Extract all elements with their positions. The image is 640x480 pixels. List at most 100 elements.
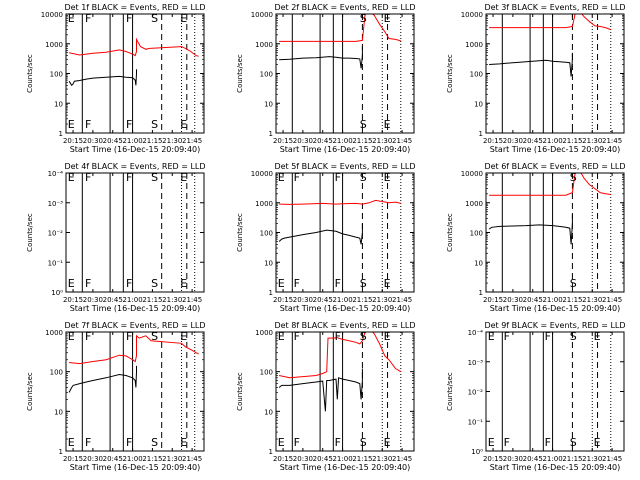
x-tick-label: 21:15 [142, 296, 162, 304]
y-axis-label: Counts/sec [236, 54, 244, 93]
top-marker-letter: F [335, 171, 341, 184]
top-marker-letter: F [85, 330, 91, 343]
y-tick-label: 1 [59, 448, 63, 456]
y-tick-label: 10⁻³ [468, 359, 484, 367]
x-tick-label: 20:15 [63, 455, 83, 463]
y-tick-label: 10000 [461, 11, 483, 19]
panel-title: Det 6f BLACK = Events, RED = LLD [484, 162, 625, 171]
y-tick-label: 100 [260, 230, 273, 238]
y-tick-label: 100 [470, 71, 483, 79]
y-axis-label: Counts/sec [26, 213, 34, 252]
events-series-line [488, 214, 573, 245]
x-tick-label: 21:00 [542, 296, 562, 304]
bottom-marker-letter: F [85, 118, 91, 131]
top-marker-letter: E [68, 330, 75, 343]
top-marker-letter: E [68, 12, 75, 25]
x-tick-label: 20:30 [503, 137, 523, 145]
x-tick-label: 21:00 [542, 137, 562, 145]
plot-area [279, 14, 402, 133]
y-tick-label: 100 [50, 369, 63, 377]
top-marker-letter: S [151, 330, 158, 343]
x-tick-label: 20:45 [523, 296, 543, 304]
y-tick-label: 10000 [461, 170, 483, 178]
bottom-marker-letter: E [278, 436, 285, 449]
x-tick-label: 20:30 [293, 137, 313, 145]
x-tick-label: 20:30 [293, 296, 313, 304]
y-tick-label: 1000 [465, 200, 483, 208]
y-tick-label: 10⁻¹ [468, 418, 484, 426]
x-tick-label: 20:15 [273, 137, 293, 145]
x-tick-label: 21:45 [602, 455, 622, 463]
x-tick-label: 20:30 [503, 296, 523, 304]
y-tick-label: 1 [59, 130, 63, 138]
x-tick-label: 21:30 [162, 296, 182, 304]
x-tick-label: 20:45 [103, 455, 123, 463]
plot-frame [65, 172, 205, 293]
top-marker-letter: S [570, 171, 577, 184]
y-axis-label: Counts/sec [26, 372, 34, 411]
plot-area [501, 332, 612, 451]
events-series-line [68, 365, 137, 393]
x-tick-label: 20:30 [503, 455, 523, 463]
bottom-marker-letter: E [384, 277, 391, 290]
y-tick-label: 10⁻² [468, 389, 484, 397]
y-tick-label: 10 [474, 259, 483, 267]
top-marker-letter: E [180, 330, 187, 343]
x-tick-label: 21:45 [392, 296, 412, 304]
bottom-marker-letter: F [335, 436, 341, 449]
bottom-marker-letter: F [294, 277, 300, 290]
top-marker-letter: E [180, 12, 187, 25]
x-tick-label: 20:15 [483, 455, 503, 463]
bottom-marker-letter: S [151, 436, 158, 449]
top-marker-letter: S [360, 330, 367, 343]
x-tick-label: 21:45 [602, 296, 622, 304]
x-tick-label: 21:30 [582, 455, 602, 463]
y-tick-label: 10 [264, 259, 273, 267]
events-series-line [279, 46, 363, 69]
bottom-marker-letter: E [68, 118, 75, 131]
y-tick-label: 1 [479, 289, 483, 297]
x-tick-label: 21:15 [562, 296, 582, 304]
top-marker-letter: F [85, 171, 91, 184]
x-tick-label: 21:15 [142, 455, 162, 463]
bottom-marker-letter: S [360, 436, 367, 449]
x-tick-label: 21:45 [602, 137, 622, 145]
bottom-marker-letter: S [570, 436, 577, 449]
x-axis-label: Start Time (16-Dec-15 20:09:40) [280, 145, 411, 154]
y-tick-label: 10⁻² [48, 230, 64, 238]
y-tick-label: 1 [269, 448, 273, 456]
top-marker-letter: S [151, 171, 158, 184]
top-marker-letter: E [180, 171, 187, 184]
y-tick-label: 1000 [255, 200, 273, 208]
y-tick-label: 10⁰ [471, 448, 483, 456]
top-marker-letter: E [384, 171, 391, 184]
bottom-marker-letter: E [384, 436, 391, 449]
bottom-marker-letter: F [335, 277, 341, 290]
bottom-marker-letter: F [126, 436, 132, 449]
x-tick-label: 21:45 [392, 137, 412, 145]
y-tick-label: 10⁻³ [48, 200, 64, 208]
x-tick-label: 20:15 [483, 296, 503, 304]
x-tick-label: 20:15 [483, 137, 503, 145]
y-tick-label: 10 [264, 100, 273, 108]
x-tick-label: 21:15 [562, 137, 582, 145]
x-tick-label: 21:30 [162, 455, 182, 463]
y-axis-label: Counts/sec [446, 54, 454, 93]
x-tick-label: 21:15 [142, 137, 162, 145]
top-marker-letter: E [384, 330, 391, 343]
y-tick-label: 10⁻⁴ [48, 170, 64, 178]
lld-series-line [68, 37, 199, 57]
y-tick-label: 1000 [45, 329, 63, 337]
plot-area [489, 14, 612, 133]
y-tick-label: 1000 [45, 41, 63, 49]
x-tick-label: 21:00 [332, 455, 352, 463]
top-marker-letter: F [504, 330, 510, 343]
top-marker-letter: F [126, 12, 132, 25]
top-marker-letter: E [594, 330, 601, 343]
lld-series-line [489, 14, 611, 31]
